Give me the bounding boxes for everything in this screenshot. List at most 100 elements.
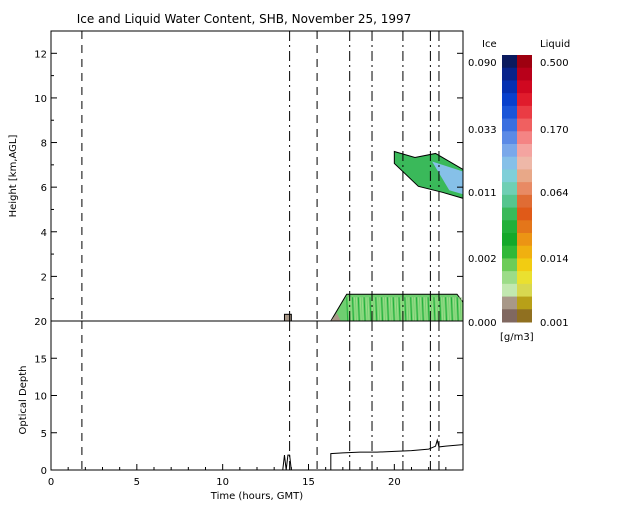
liquid-layer-streak xyxy=(355,297,358,321)
ice-color-swatch xyxy=(502,156,517,170)
liquid-color-swatch xyxy=(517,283,532,298)
liquid-layer-streak xyxy=(381,297,384,321)
liquid-layer-streak xyxy=(388,297,391,321)
top-y-tick-label: 12 xyxy=(34,49,47,60)
liquid-color-swatch xyxy=(517,258,532,272)
liquid-tick-label: 0.500 xyxy=(540,58,569,69)
liquid-layer-streak xyxy=(419,297,422,321)
liquid-layer-streak xyxy=(431,297,434,321)
ice-color-swatch xyxy=(502,283,517,298)
water-content-regions xyxy=(283,150,463,321)
liquid-layer-streak xyxy=(456,297,459,321)
liquid-color-swatch xyxy=(517,156,532,170)
liquid-layer-streak xyxy=(377,297,380,321)
liquid-layer-streak xyxy=(361,297,364,321)
liquid-layer-streak xyxy=(450,297,453,321)
liquid-color-swatch xyxy=(517,271,532,285)
liquid-layer-base xyxy=(330,313,341,321)
liquid-layer-streak xyxy=(408,297,411,321)
liquid-color-swatch xyxy=(517,233,532,247)
liquid-layer-streak xyxy=(414,297,417,321)
bottom-y-tick-label: 20 xyxy=(34,317,47,328)
ice-color-swatch xyxy=(502,67,517,81)
liquid-layer-streak xyxy=(351,297,354,321)
liquid-layer-streak xyxy=(458,297,461,321)
liquid-color-swatch xyxy=(517,80,532,94)
ice-color-swatch xyxy=(502,80,517,94)
liquid-layer-streak xyxy=(410,297,413,321)
liquid-layer-streak xyxy=(396,297,399,321)
liquid-layer-streak xyxy=(363,297,366,321)
liquid-tick-label: 0.001 xyxy=(540,318,569,329)
liquid-layer-streak xyxy=(454,297,457,321)
x-tick-label: 5 xyxy=(134,477,140,488)
chart-title: Ice and Liquid Water Content, SHB, Novem… xyxy=(77,12,412,26)
liquid-color-swatch xyxy=(517,93,532,107)
liquid-layer-streak xyxy=(427,297,430,321)
ice-color-swatch xyxy=(502,309,517,323)
liquid-layer-streak xyxy=(386,297,389,321)
liquid-layer-streak xyxy=(379,297,382,321)
ice-tick-label: 0.033 xyxy=(468,125,497,136)
liquid-layer-streak xyxy=(365,297,368,321)
x-tick-label: 10 xyxy=(216,477,229,488)
liquid-layer-streak xyxy=(400,297,403,321)
top-y-tick-label: 10 xyxy=(34,94,47,105)
liquid-layer-streak xyxy=(445,297,448,321)
ice-color-swatch xyxy=(502,233,517,247)
cloud-region-ice xyxy=(393,150,463,199)
colorbar-liquid-scale xyxy=(517,55,532,323)
ice-color-swatch xyxy=(502,169,517,183)
ice-tick-label: 0.011 xyxy=(468,188,497,199)
ice-color-swatch xyxy=(502,194,517,209)
liquid-layer-streak xyxy=(375,297,378,321)
liquid-layer-streak xyxy=(439,297,442,321)
ice-color-swatch xyxy=(502,131,517,145)
liquid-color-swatch xyxy=(517,105,532,120)
ice-color-swatch xyxy=(502,258,517,272)
bottom-plot-frame xyxy=(50,320,464,471)
liquid-layer-streak xyxy=(425,297,428,321)
colorbar-liquid-label: Liquid xyxy=(540,39,570,50)
bottom-y-tick-label: 10 xyxy=(34,392,47,403)
colorbar-legend: Ice Liquid 0.090 0.033 0.011 0.002 0.000 0.50… xyxy=(468,39,570,343)
top-plot-frame xyxy=(50,30,464,322)
liquid-layer-streak xyxy=(350,297,353,321)
ice-color-swatch xyxy=(502,55,517,69)
bottom-x-ticks: 0 5 10 15 20 xyxy=(48,464,447,488)
x-axis-label: Time (hours, GMT) xyxy=(210,491,304,502)
ice-color-swatch xyxy=(502,93,517,107)
liquid-layer-streak xyxy=(435,297,438,321)
liquid-layer-streak xyxy=(460,297,463,321)
ice-color-swatch xyxy=(502,296,517,310)
ice-tick-label: 0.002 xyxy=(468,254,497,265)
liquid-layer-streak xyxy=(433,297,436,321)
top-y-tick-label: 6 xyxy=(41,183,47,194)
liquid-layer-streak xyxy=(384,297,387,321)
liquid-layer-streak xyxy=(443,297,446,321)
x-tick-label: 20 xyxy=(388,477,401,488)
ice-color-swatch xyxy=(502,271,517,285)
liquid-layer-streak xyxy=(353,297,356,321)
top-y-ticks: 2 4 6 8 10 12 xyxy=(34,49,463,300)
liquid-color-swatch xyxy=(517,67,532,81)
liquid-color-swatch xyxy=(517,296,532,310)
liquid-tick-label: 0.014 xyxy=(540,254,569,265)
liquid-layer-streak xyxy=(423,297,426,321)
top-event-lines xyxy=(81,31,440,321)
liquid-layer-streak xyxy=(373,297,376,321)
liquid-tick-label: 0.170 xyxy=(540,125,569,136)
liquid-color-swatch xyxy=(517,182,532,196)
liquid-layer-streak xyxy=(452,297,455,321)
liquid-layer-streak xyxy=(383,297,386,321)
liquid-layer-streak xyxy=(412,297,415,321)
liquid-layer-streak xyxy=(392,297,395,321)
liquid-layer-streak xyxy=(359,297,362,321)
optical-depth-series-line xyxy=(282,438,464,471)
liquid-layer-streak xyxy=(367,297,370,321)
liquid-layer-streak xyxy=(448,297,451,321)
top-y-tick-label: 4 xyxy=(41,228,47,239)
liquid-layer-streak xyxy=(406,297,409,321)
colorbar-ice-scale xyxy=(502,55,517,323)
